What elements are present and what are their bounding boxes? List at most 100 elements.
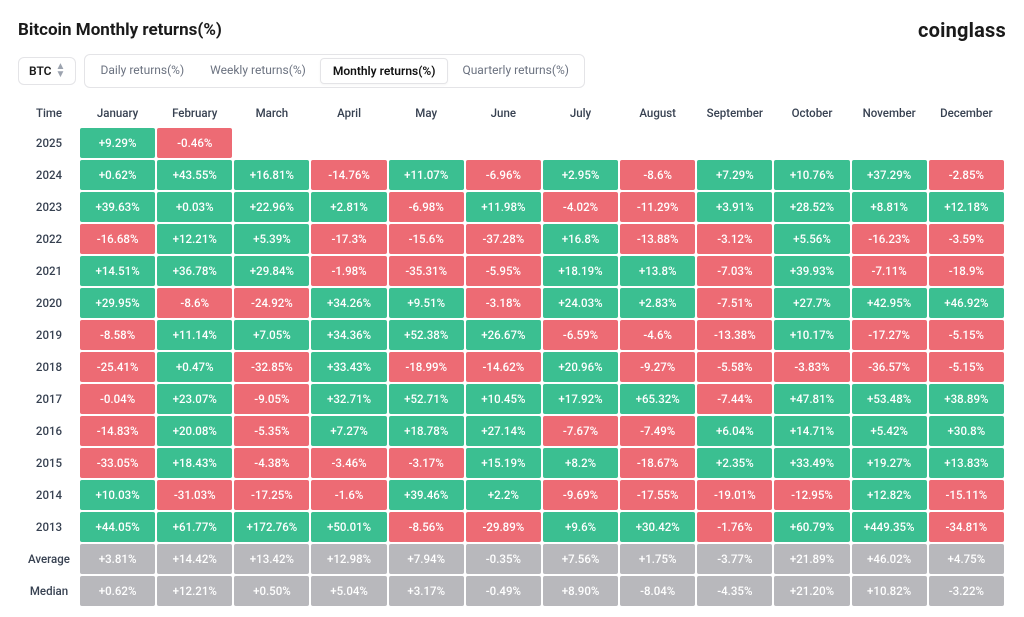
return-cell: +13.8% xyxy=(620,256,695,286)
return-cell: +52.71% xyxy=(389,384,464,414)
return-cell: +32.71% xyxy=(311,384,386,414)
return-cell: +7.29% xyxy=(697,160,772,190)
page-title: Bitcoin Monthly returns(%) xyxy=(18,20,222,40)
return-cell: -24.92% xyxy=(234,288,309,318)
return-cell: +18.43% xyxy=(157,448,232,478)
return-cell: +43.55% xyxy=(157,160,232,190)
return-cell: -2.85% xyxy=(929,160,1004,190)
return-cell: +44.05% xyxy=(80,512,155,542)
table-row: Median+0.62%+12.21%+0.50%+5.04%+3.17%-0.… xyxy=(20,576,1004,606)
returns-table: TimeJanuaryFebruaryMarchAprilMayJuneJuly… xyxy=(18,98,1006,608)
return-cell: +10.76% xyxy=(774,160,849,190)
controls-row: BTC ▲▼ Daily returns(%)Weekly returns(%)… xyxy=(18,54,1006,88)
table-row: 2015-33.05%+18.43%-4.38%-3.46%-3.17%+15.… xyxy=(20,448,1004,478)
return-cell: +34.26% xyxy=(311,288,386,318)
return-cell: +29.84% xyxy=(234,256,309,286)
return-cell: -5.95% xyxy=(466,256,541,286)
return-cell: +37.29% xyxy=(852,160,927,190)
return-cell: -7.51% xyxy=(697,288,772,318)
return-cell: +2.35% xyxy=(697,448,772,478)
return-cell: -36.57% xyxy=(852,352,927,382)
asset-select[interactable]: BTC ▲▼ xyxy=(18,57,76,85)
return-cell: +0.62% xyxy=(80,576,155,606)
col-header-august: August xyxy=(620,100,695,126)
row-label: 2023 xyxy=(20,192,78,222)
tab-monthly-returns[interactable]: Monthly returns(%) xyxy=(320,58,449,84)
return-cell: -19.01% xyxy=(697,480,772,510)
return-cell: +14.42% xyxy=(157,544,232,574)
return-cell: +11.14% xyxy=(157,320,232,350)
return-cell: +21.89% xyxy=(774,544,849,574)
return-cell: -7.44% xyxy=(697,384,772,414)
return-cell: +2.95% xyxy=(543,160,618,190)
return-cell: -5.15% xyxy=(929,320,1004,350)
return-cell: +19.27% xyxy=(852,448,927,478)
col-header-june: June xyxy=(466,100,541,126)
return-cell: -0.35% xyxy=(466,544,541,574)
return-cell: -1.6% xyxy=(311,480,386,510)
return-cell: -5.35% xyxy=(234,416,309,446)
return-cell: -8.58% xyxy=(80,320,155,350)
return-cell: +11.07% xyxy=(389,160,464,190)
row-label: Average xyxy=(20,544,78,574)
col-header-february: February xyxy=(157,100,232,126)
return-cell: -3.18% xyxy=(466,288,541,318)
tab-daily-returns[interactable]: Daily returns(%) xyxy=(88,58,196,84)
tabs-group: Daily returns(%)Weekly returns(%)Monthly… xyxy=(84,54,585,88)
return-cell: +3.91% xyxy=(697,192,772,222)
return-cell: +20.08% xyxy=(157,416,232,446)
return-cell: +0.62% xyxy=(80,160,155,190)
return-cell: -37.28% xyxy=(466,224,541,254)
return-cell xyxy=(466,128,541,158)
return-cell: +8.90% xyxy=(543,576,618,606)
row-label: 2016 xyxy=(20,416,78,446)
return-cell: +20.96% xyxy=(543,352,618,382)
return-cell: -7.11% xyxy=(852,256,927,286)
return-cell xyxy=(620,128,695,158)
return-cell: -3.83% xyxy=(774,352,849,382)
return-cell: +27.14% xyxy=(466,416,541,446)
return-cell: +3.17% xyxy=(389,576,464,606)
table-row: 2017-0.04%+23.07%-9.05%+32.71%+52.71%+10… xyxy=(20,384,1004,414)
return-cell: -3.17% xyxy=(389,448,464,478)
row-label: 2013 xyxy=(20,512,78,542)
return-cell: -4.6% xyxy=(620,320,695,350)
return-cell: -14.62% xyxy=(466,352,541,382)
return-cell: +1.75% xyxy=(620,544,695,574)
row-label: 2021 xyxy=(20,256,78,286)
col-header-april: April xyxy=(311,100,386,126)
col-header-july: July xyxy=(543,100,618,126)
return-cell: +15.19% xyxy=(466,448,541,478)
return-cell xyxy=(543,128,618,158)
tab-quarterly-returns[interactable]: Quarterly returns(%) xyxy=(450,58,581,84)
return-cell: +2.2% xyxy=(466,480,541,510)
return-cell: +10.82% xyxy=(852,576,927,606)
return-cell: +17.92% xyxy=(543,384,618,414)
return-cell xyxy=(929,128,1004,158)
return-cell xyxy=(774,128,849,158)
row-label: 2022 xyxy=(20,224,78,254)
return-cell: +9.29% xyxy=(80,128,155,158)
tab-weekly-returns[interactable]: Weekly returns(%) xyxy=(198,58,318,84)
return-cell: -11.29% xyxy=(620,192,695,222)
return-cell: +8.2% xyxy=(543,448,618,478)
return-cell: -8.6% xyxy=(157,288,232,318)
return-cell: -15.6% xyxy=(389,224,464,254)
return-cell: +27.7% xyxy=(774,288,849,318)
col-header-october: October xyxy=(774,100,849,126)
return-cell: +0.50% xyxy=(234,576,309,606)
return-cell: +38.89% xyxy=(929,384,1004,414)
return-cell: -4.02% xyxy=(543,192,618,222)
return-cell: +16.81% xyxy=(234,160,309,190)
return-cell: -1.98% xyxy=(311,256,386,286)
return-cell: -33.05% xyxy=(80,448,155,478)
return-cell: +46.92% xyxy=(929,288,1004,318)
return-cell: +449.35% xyxy=(852,512,927,542)
return-cell: -6.59% xyxy=(543,320,618,350)
return-cell: -0.04% xyxy=(80,384,155,414)
table-row: 2023+39.63%+0.03%+22.96%+2.81%-6.98%+11.… xyxy=(20,192,1004,222)
return-cell: -32.85% xyxy=(234,352,309,382)
return-cell: +9.6% xyxy=(543,512,618,542)
return-cell: -25.41% xyxy=(80,352,155,382)
return-cell: +52.38% xyxy=(389,320,464,350)
